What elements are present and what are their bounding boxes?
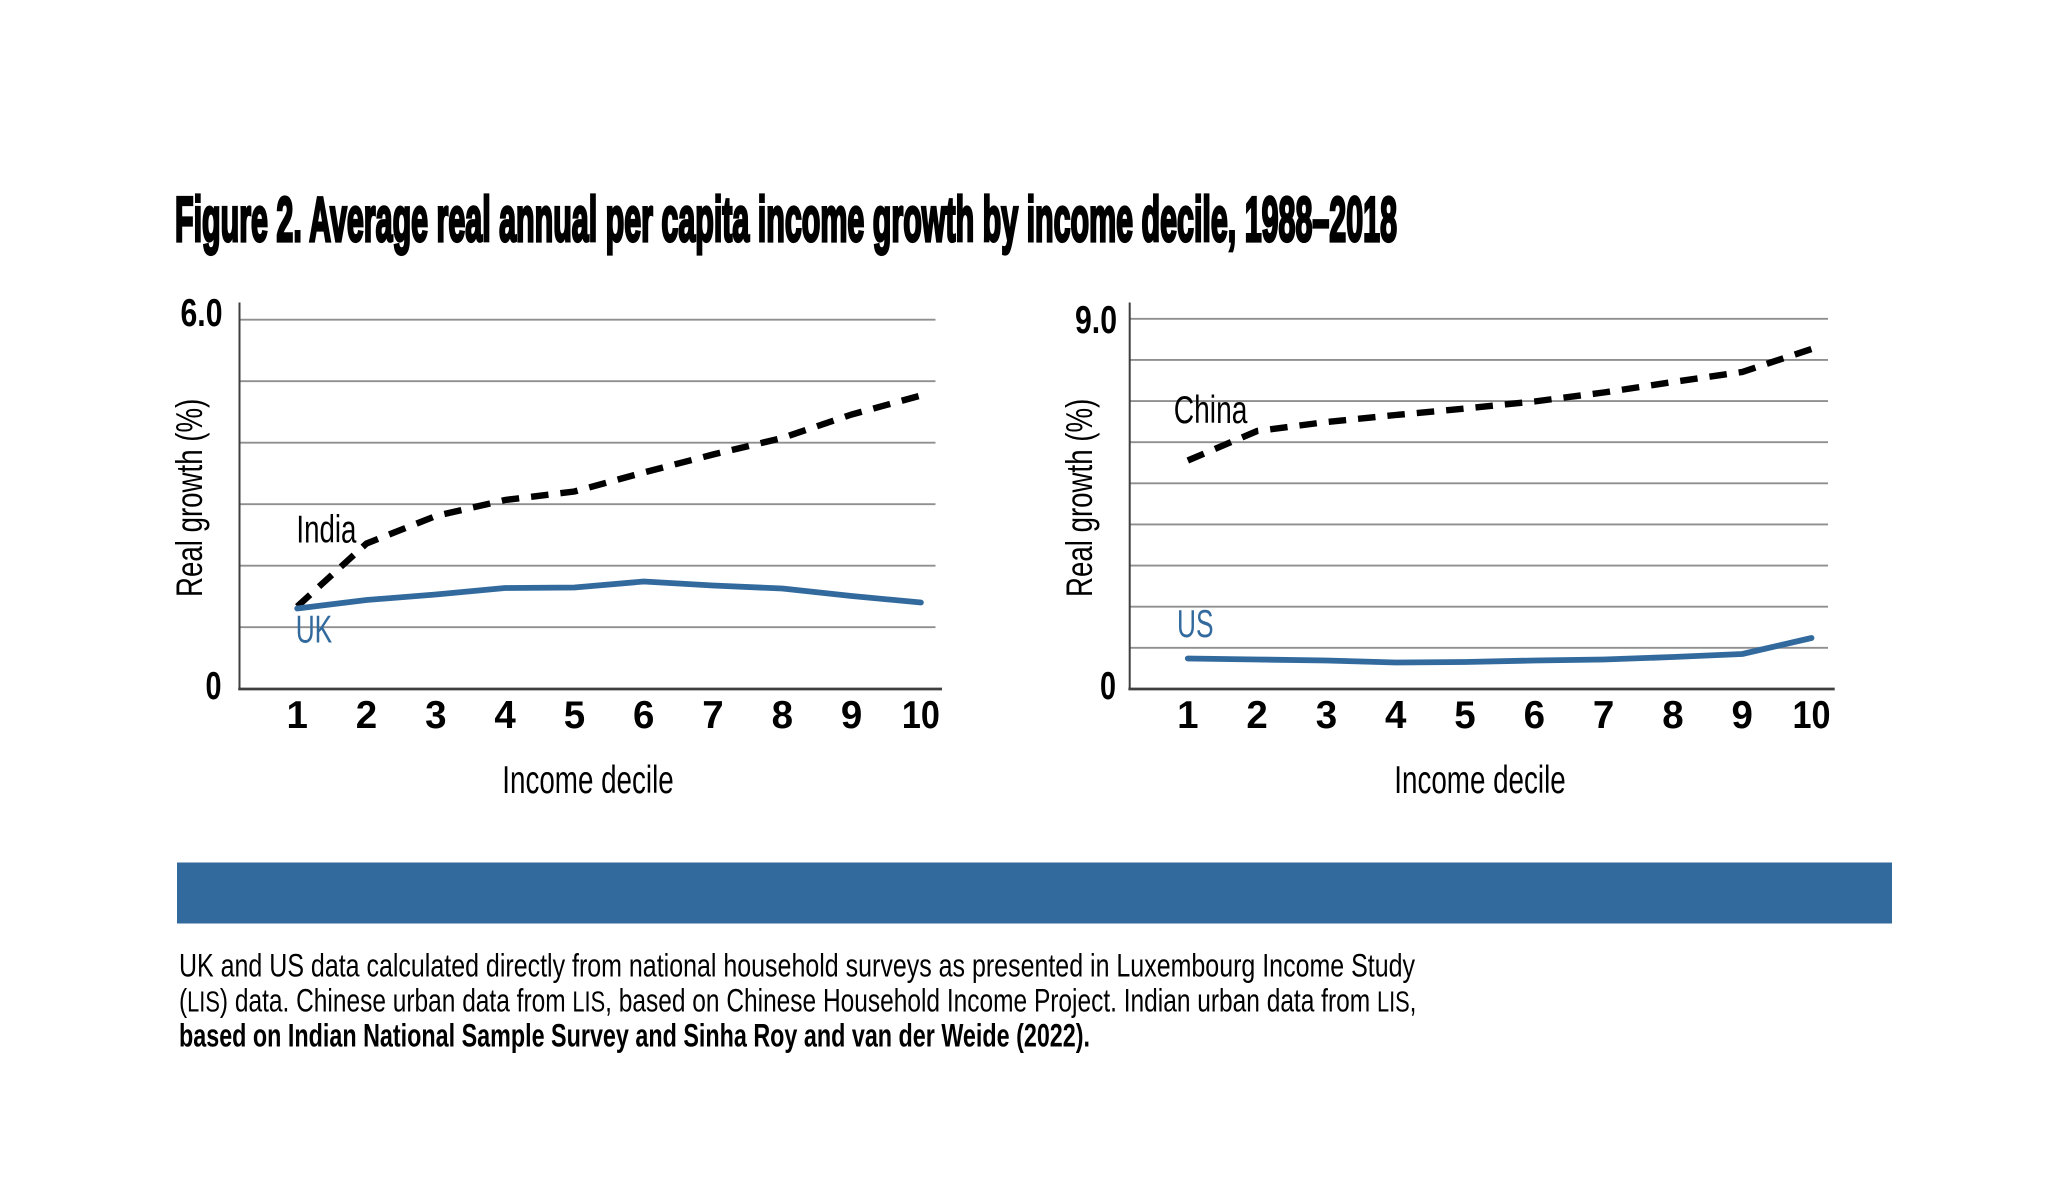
svg-text:Figure 2. Average real annual: Figure 2. Average real annual per capita… (175, 185, 1397, 255)
svg-text:9: 9 (1731, 694, 1752, 737)
svg-text:7: 7 (1593, 694, 1614, 737)
svg-text:1: 1 (1177, 694, 1198, 737)
svg-text:UK and US data calculated dire: UK and US data calculated directly from … (179, 947, 1415, 983)
svg-text:3: 3 (1316, 694, 1337, 737)
svg-text:10: 10 (902, 694, 940, 737)
svg-text:5: 5 (564, 694, 585, 737)
svg-text:2: 2 (356, 694, 377, 737)
svg-text:US: US (1177, 603, 1214, 646)
svg-text:8: 8 (772, 694, 793, 737)
svg-text:0: 0 (1100, 665, 1116, 708)
svg-text:6.0: 6.0 (181, 292, 223, 335)
svg-text:4: 4 (494, 694, 516, 737)
svg-text:India: India (296, 508, 356, 551)
svg-text:9: 9 (841, 694, 862, 737)
svg-text:2: 2 (1246, 694, 1267, 737)
svg-text:7: 7 (702, 694, 723, 737)
svg-text:Real growth (%): Real growth (%) (1059, 399, 1100, 597)
svg-text:UK: UK (296, 609, 333, 652)
svg-text:9.0: 9.0 (1075, 299, 1117, 342)
svg-text:based on Indian National Sampl: based on Indian National Sample Survey a… (179, 1018, 1090, 1054)
svg-text:Income decile: Income decile (1394, 759, 1565, 802)
svg-text:6: 6 (633, 694, 654, 737)
svg-text:8: 8 (1662, 694, 1683, 737)
svg-text:1: 1 (286, 694, 307, 737)
svg-text:4: 4 (1385, 694, 1407, 737)
svg-text:10: 10 (1793, 694, 1831, 737)
svg-text:6: 6 (1524, 694, 1545, 737)
svg-text:Income decile: Income decile (502, 759, 673, 802)
svg-text:3: 3 (425, 694, 446, 737)
svg-text:Real growth (%): Real growth (%) (169, 399, 210, 597)
svg-text:0: 0 (206, 665, 222, 708)
svg-text:China: China (1174, 389, 1248, 432)
svg-text:(LIS) data. Chinese urban data: (LIS) data. Chinese urban data from LIS,… (179, 983, 1416, 1019)
svg-text:5: 5 (1454, 694, 1475, 737)
